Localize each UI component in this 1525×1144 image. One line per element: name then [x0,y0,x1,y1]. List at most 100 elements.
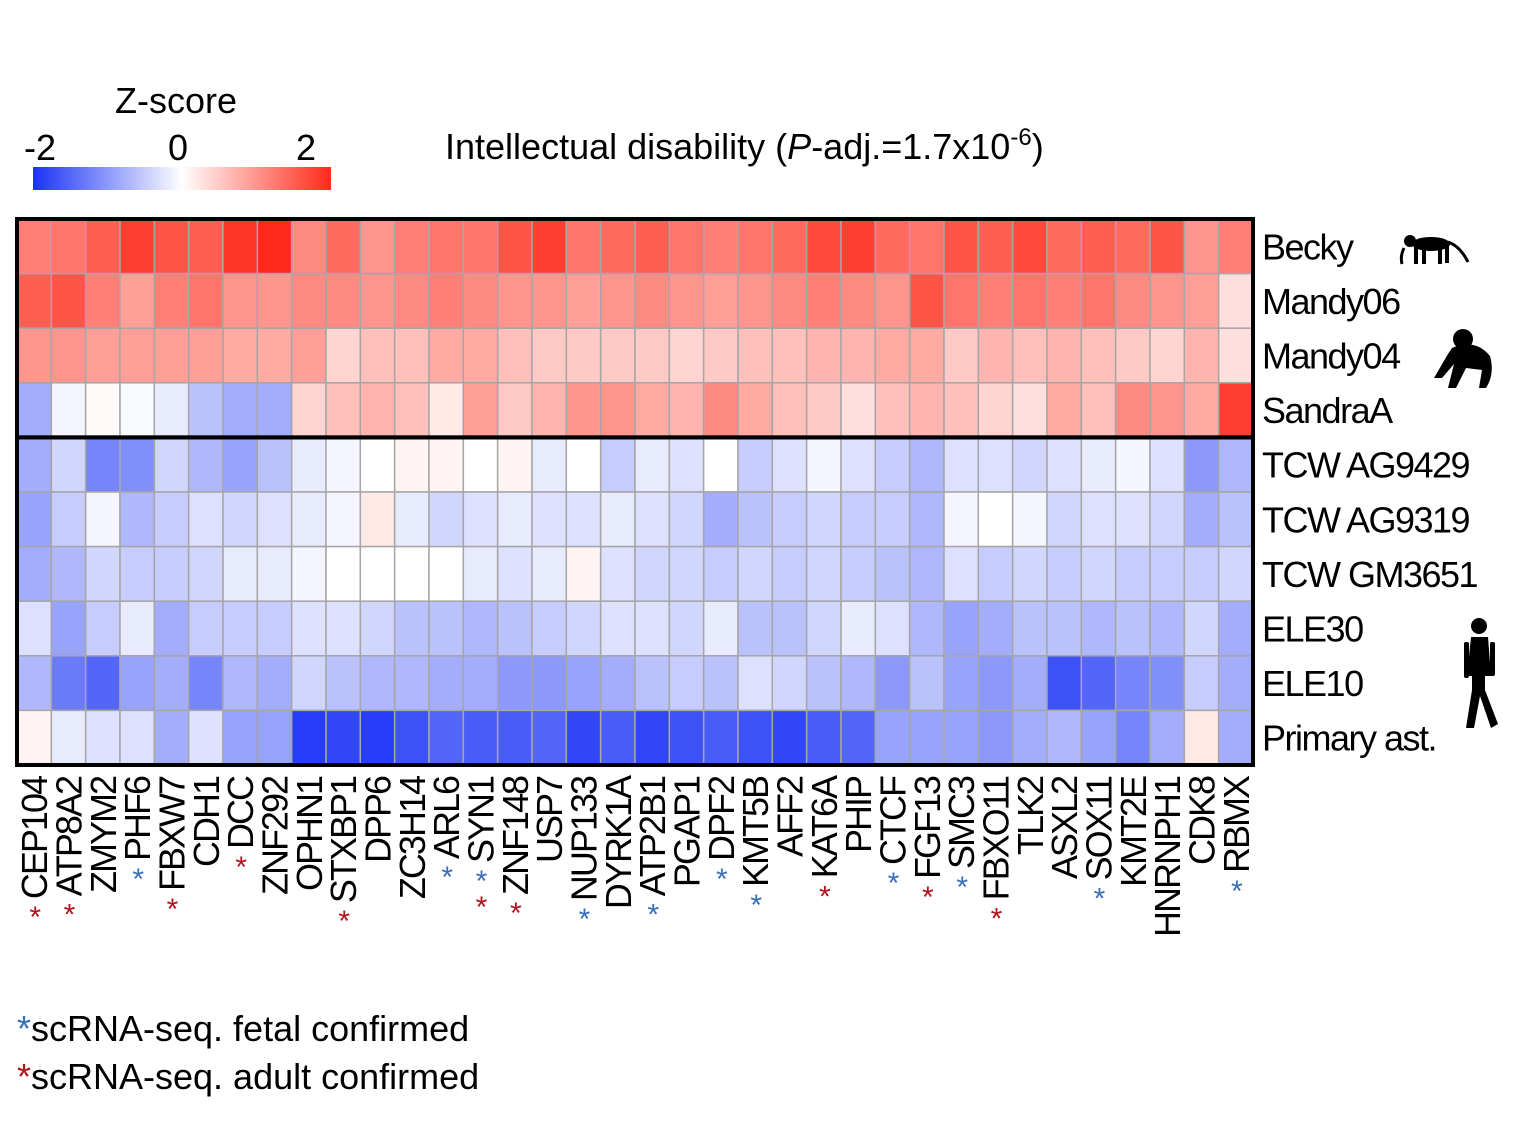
row-label: SandraA [1262,390,1393,431]
heatmap-cell [153,600,190,657]
confirmation-star: * [819,880,831,913]
confirmation-star: * [750,889,762,922]
heatmap-cell [908,272,945,329]
heatmap-cell [50,436,87,493]
column-label: SMC3 [941,776,982,869]
heatmap-cell [805,272,842,329]
title-suffix: ) [1032,126,1044,167]
heatmap-cell [531,709,568,766]
heatmap-cell [1114,327,1151,384]
heatmap-cell [325,491,362,548]
heatmap-cell [1149,436,1186,493]
heatmap-cell [50,382,87,439]
heatmap-cell [1149,327,1186,384]
heatmap-cell [119,655,156,712]
heatmap-cell [1149,545,1186,602]
heatmap-cell [668,218,705,275]
heatmap-cell [565,382,602,439]
heatmap-cell [943,327,980,384]
heatmap-cell [359,382,396,439]
heatmap-cell [1046,382,1083,439]
heatmap-cell [874,382,911,439]
heatmap-cell [393,545,430,602]
heatmap-cell [359,436,396,493]
column-label: FBXW7 [152,776,193,891]
heatmap-cell [1046,218,1083,275]
confirmation-star: * [64,898,76,931]
heatmap-cell [153,327,190,384]
heatmap-cell [393,436,430,493]
heatmap-cell [840,709,877,766]
heatmap-cell [668,382,705,439]
heatmap-cell [1080,218,1117,275]
human-icon [1464,618,1498,728]
heatmap-cell [256,491,293,548]
heatmap-cell [1183,655,1220,712]
heatmap-cell [634,491,671,548]
heatmap-cell [462,491,499,548]
heatmap-cell [805,600,842,657]
heatmap-cell [1080,600,1117,657]
heatmap-cell [737,327,774,384]
heatmap-cell [1149,655,1186,712]
heatmap-cell [256,600,293,657]
heatmap-cell [874,218,911,275]
heatmap-cell [1046,272,1083,329]
heatmap-cell [840,491,877,548]
row-label: Primary ast. [1262,718,1436,759]
heatmap-cell [187,272,224,329]
column-label: ARL6 [426,776,467,859]
heatmap-cell [187,545,224,602]
heatmap-cell [290,491,327,548]
row-labels: Becky Mandy06 Mandy04 SandraA TCW AG9429 TCW … [1262,226,1479,759]
heatmap-cell [187,218,224,275]
heatmap-cell [359,600,396,657]
column-label: RBMX [1216,775,1257,873]
confirmation-star: * [338,905,350,938]
heatmap-cell [256,436,293,493]
heatmap-cell [393,655,430,712]
heatmap-cell [771,327,808,384]
legend-fetal: *scRNA-seq. fetal confirmed [17,1008,469,1049]
row-label: TCW AG9319 [1262,499,1470,540]
heatmap-cell [496,272,533,329]
heatmap-cell [222,327,259,384]
heatmap-cell [1149,382,1186,439]
heatmap-cell [1149,709,1186,766]
heatmap-cell [1183,436,1220,493]
heatmap-cell [840,436,877,493]
heatmap-cell [1046,545,1083,602]
heatmap-cell [1149,491,1186,548]
heatmap-cell [84,272,121,329]
heatmap-cell [428,491,465,548]
column-label: PHF6 [117,776,158,861]
heatmap-cell [805,327,842,384]
heatmap-cell [531,491,568,548]
heatmap-cell [393,327,430,384]
column-label: CDK8 [1182,776,1223,865]
heatmap-cell [599,272,636,329]
heatmap-cell [668,709,705,766]
heatmap-cell [771,272,808,329]
heatmap-cell [16,709,53,766]
column-label: DPP6 [358,776,399,863]
confirmation-star: * [167,893,179,926]
chimpanzee-icon [1434,329,1492,388]
heatmap-cell [325,382,362,439]
heatmap-cell [393,382,430,439]
heatmap-cell [1080,491,1117,548]
heatmap-cell [1183,272,1220,329]
heatmap-cell [187,709,224,766]
column-label: ZNF148 [495,776,536,895]
heatmap-cell [462,436,499,493]
heatmap-cell [325,655,362,712]
heatmap-cell [187,655,224,712]
heatmap-cell [1011,327,1048,384]
heatmap-cell [977,709,1014,766]
heatmap-cell [84,382,121,439]
heatmap-cell [634,272,671,329]
heatmap-cell [1080,272,1117,329]
heatmap-cell [908,545,945,602]
heatmap-cell [153,655,190,712]
heatmap-cell [634,655,671,712]
